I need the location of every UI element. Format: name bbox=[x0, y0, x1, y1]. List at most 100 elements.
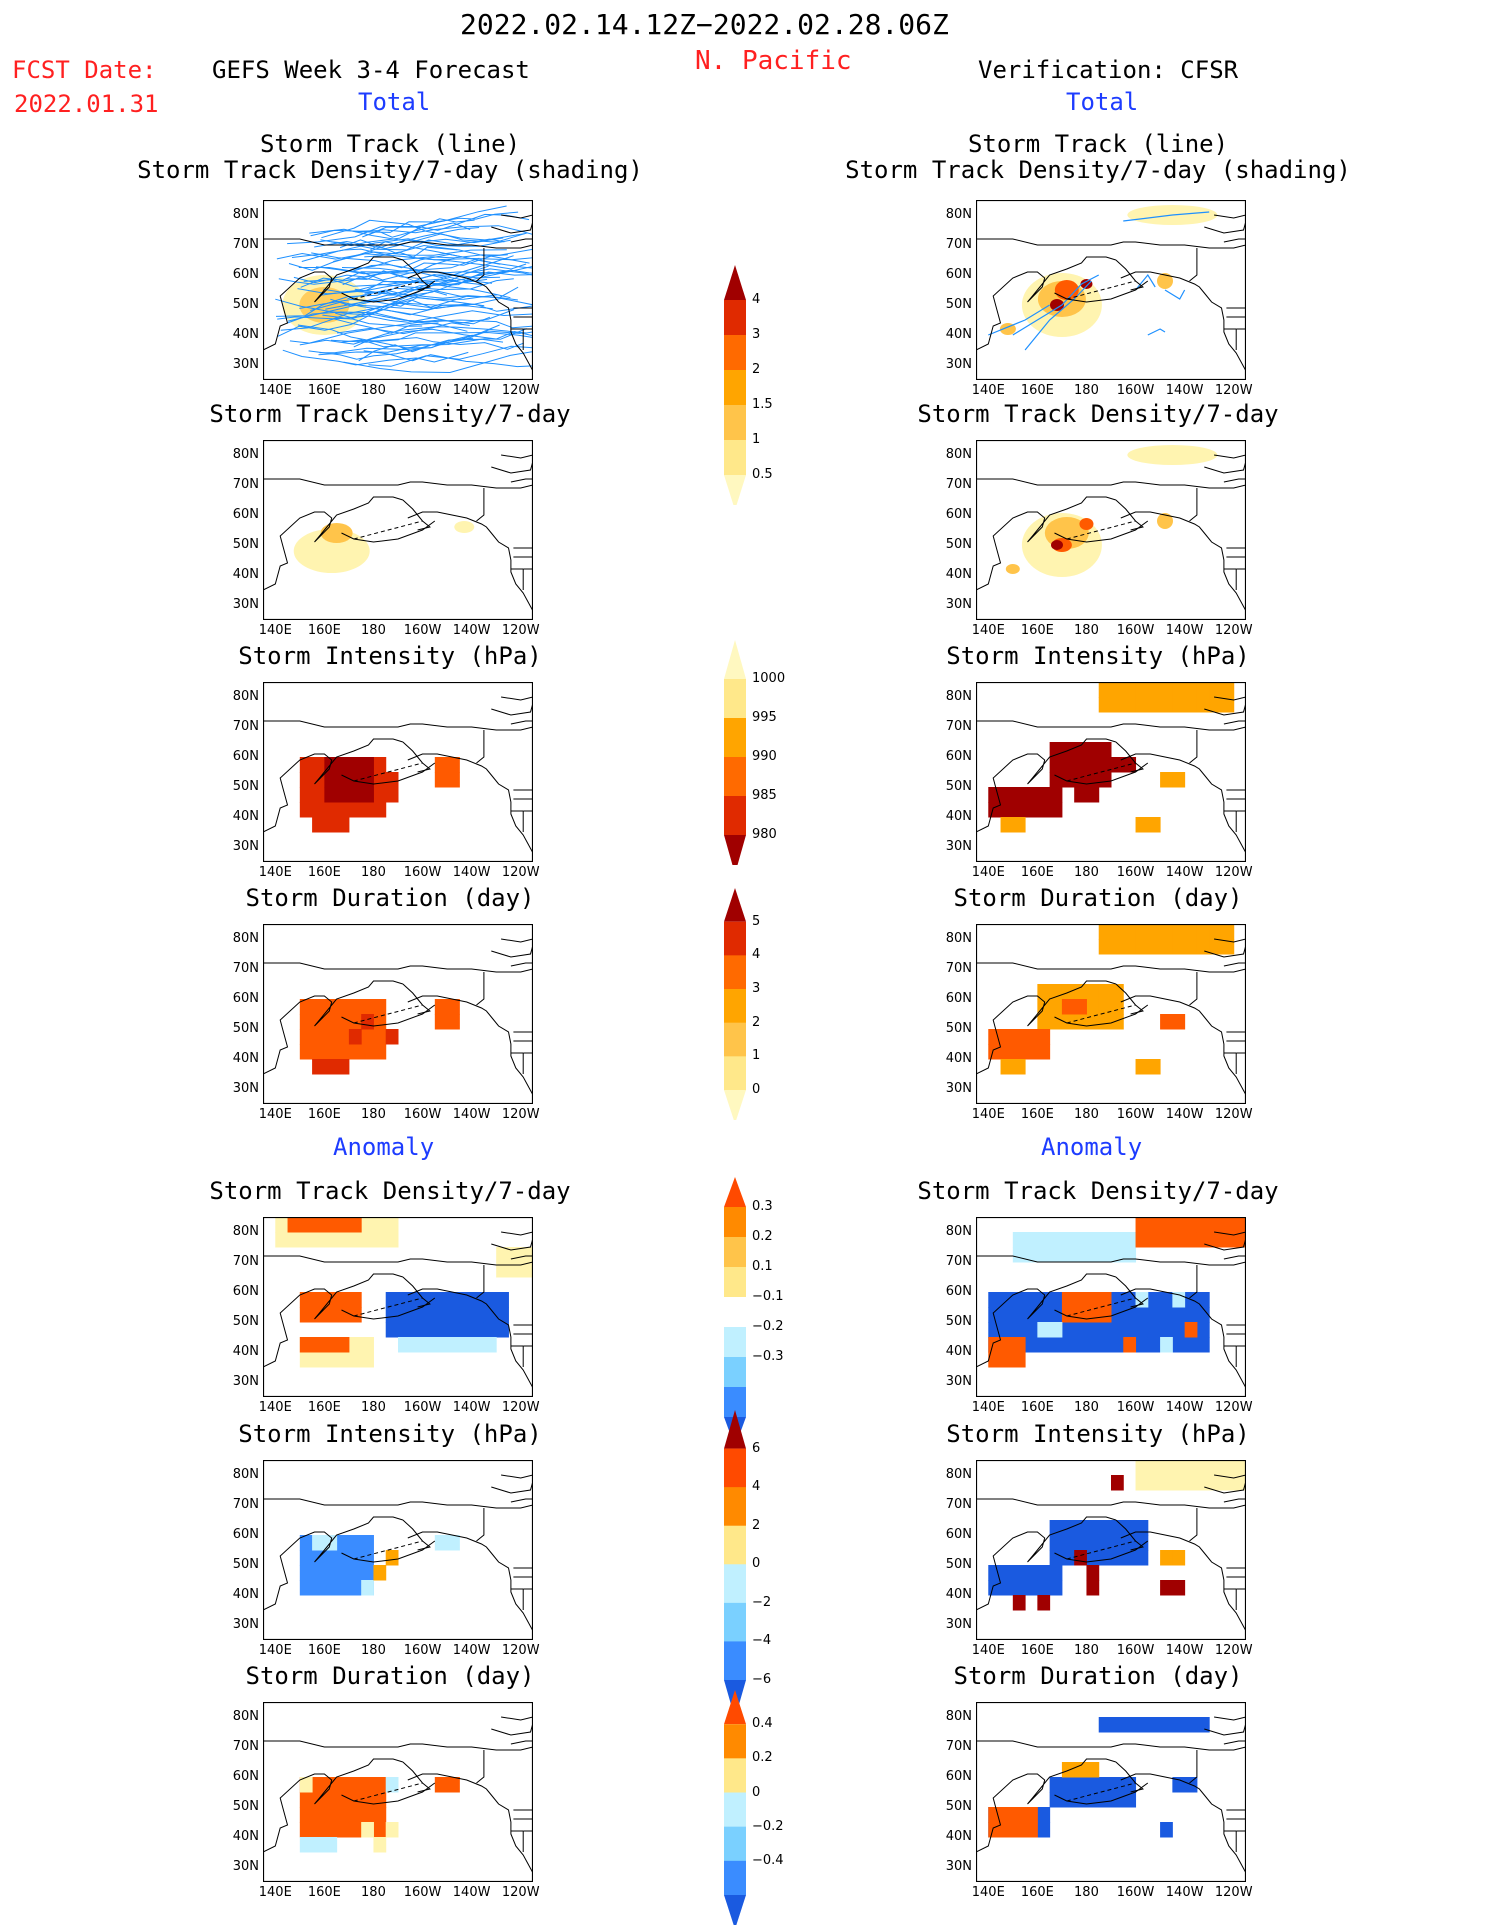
lon-tick-label: 140W bbox=[452, 1107, 491, 1122]
storm-track-line bbox=[277, 302, 469, 337]
colorbar-tick-label: −6 bbox=[752, 1672, 772, 1687]
lat-tick-label: 70N bbox=[945, 237, 972, 252]
right-anom-intensity-title: Storm Intensity (hPa) bbox=[946, 1420, 1250, 1448]
lat-tick-label: 40N bbox=[945, 1344, 972, 1359]
lat-tick-label: 80N bbox=[232, 931, 259, 946]
lat-tick-label: 50N bbox=[232, 297, 259, 312]
lon-tick-label: 140W bbox=[452, 865, 491, 880]
right-anom-density-title: Storm Track Density/7-day bbox=[917, 1177, 1279, 1205]
lat-tick-label: 80N bbox=[232, 1709, 259, 1724]
lon-tick-label: 180 bbox=[361, 1885, 386, 1900]
lat-tick-label: 80N bbox=[232, 689, 259, 704]
fcst-label: FCST Date: bbox=[12, 56, 157, 84]
lat-tick-label: 70N bbox=[232, 477, 259, 492]
lat-tick-label: 50N bbox=[945, 537, 972, 552]
colorbar-swatch bbox=[724, 835, 746, 874]
storm-track-line bbox=[316, 266, 501, 279]
storm-track-line bbox=[344, 303, 533, 312]
storm-track-line bbox=[288, 227, 480, 271]
lon-tick-label: 180 bbox=[1074, 1643, 1099, 1658]
colorbar-tick-label: 4 bbox=[752, 947, 761, 963]
colorbar-swatch bbox=[724, 1448, 746, 1488]
left-duration-title: Storm Duration (day) bbox=[245, 884, 535, 912]
colorbar-swatch bbox=[724, 1327, 746, 1358]
left-anom-intensity-title: Storm Intensity (hPa) bbox=[238, 1420, 542, 1448]
lat-tick-label: 70N bbox=[232, 961, 259, 976]
colorbar-swatch bbox=[724, 300, 746, 336]
lon-tick-label: 160W bbox=[1116, 865, 1155, 880]
shading-layer bbox=[299, 1535, 460, 1596]
colorbar-swatch bbox=[724, 1297, 746, 1328]
lon-tick-label: 180 bbox=[1074, 1885, 1099, 1900]
forecast-intensity-map bbox=[263, 682, 533, 862]
lon-tick-label: 160E bbox=[307, 1885, 341, 1900]
colorbar-tick-label: 5 bbox=[752, 913, 761, 929]
lon-tick-label: 160E bbox=[1020, 383, 1054, 398]
lon-tick-label: 180 bbox=[361, 1107, 386, 1122]
lon-tick-label: 120W bbox=[1214, 1643, 1253, 1658]
lon-tick-label: 160W bbox=[403, 1400, 442, 1415]
lon-tick-label: 160E bbox=[1020, 1885, 1054, 1900]
lat-tick-label: 30N bbox=[945, 1374, 972, 1389]
colorbar-tick-label: 0.2 bbox=[752, 1229, 773, 1244]
lon-tick-label: 140W bbox=[1165, 1885, 1204, 1900]
lat-tick-label: 40N bbox=[232, 1344, 259, 1359]
storm-track-line bbox=[293, 257, 455, 284]
colorbar-intensity bbox=[720, 640, 750, 874]
left-track-title-2: Storm Track Density/7-day (shading) bbox=[137, 156, 643, 184]
storm-track-line bbox=[275, 287, 448, 317]
lat-tick-label: 40N bbox=[232, 567, 259, 582]
lat-tick-label: 30N bbox=[232, 357, 259, 372]
colorbar-anom_density bbox=[720, 1177, 750, 1451]
lat-tick-label: 60N bbox=[232, 749, 259, 764]
lat-tick-label: 70N bbox=[232, 719, 259, 734]
coastline-layer bbox=[263, 1474, 533, 1632]
lat-tick-label: 30N bbox=[945, 1617, 972, 1632]
lat-tick-label: 60N bbox=[232, 991, 259, 1006]
lon-tick-label: 160W bbox=[403, 623, 442, 638]
lon-tick-label: 160E bbox=[1020, 865, 1054, 880]
lat-tick-label: 30N bbox=[232, 1374, 259, 1389]
lat-tick-label: 40N bbox=[945, 327, 972, 342]
shading-layer bbox=[275, 205, 533, 374]
coastline-layer bbox=[263, 214, 533, 372]
forecast-anom-density-map bbox=[263, 1217, 533, 1397]
lon-tick-label: 140E bbox=[258, 865, 292, 880]
shading-layer bbox=[988, 1217, 1246, 1368]
lat-tick-label: 50N bbox=[945, 1799, 972, 1814]
colorbar-swatch bbox=[724, 1177, 746, 1207]
lat-tick-label: 60N bbox=[945, 1284, 972, 1299]
storm-track-line bbox=[314, 232, 528, 250]
colorbar-tick-label: 0.3 bbox=[752, 1199, 773, 1214]
coastline-layer bbox=[263, 696, 533, 854]
lat-tick-label: 50N bbox=[945, 1557, 972, 1572]
colorbar-tick-label: 3 bbox=[752, 327, 761, 342]
colorbar-swatch bbox=[724, 1056, 746, 1091]
forecast-track-map bbox=[263, 200, 533, 380]
lon-tick-label: 140W bbox=[1165, 383, 1204, 398]
forecast-total-label: Total bbox=[358, 88, 431, 116]
lon-tick-label: 180 bbox=[1074, 623, 1099, 638]
colorbar-swatch bbox=[724, 989, 746, 1024]
shading-layer bbox=[988, 205, 1218, 351]
lat-tick-label: 70N bbox=[232, 237, 259, 252]
lon-tick-label: 160E bbox=[1020, 1400, 1054, 1415]
lon-tick-label: 140E bbox=[258, 1643, 292, 1658]
lat-tick-label: 60N bbox=[232, 507, 259, 522]
lat-tick-label: 60N bbox=[232, 1284, 259, 1299]
storm-track-line bbox=[1123, 211, 1210, 222]
storm-track-line bbox=[358, 330, 521, 362]
lat-tick-label: 50N bbox=[232, 1021, 259, 1036]
lon-tick-label: 140W bbox=[1165, 865, 1204, 880]
verification-anom-density-map bbox=[976, 1217, 1246, 1397]
colorbar-swatch bbox=[724, 1207, 746, 1238]
lat-tick-label: 50N bbox=[232, 537, 259, 552]
storm-track-line bbox=[287, 205, 507, 245]
coastline-layer bbox=[976, 1231, 1246, 1389]
lat-tick-label: 40N bbox=[945, 567, 972, 582]
lon-tick-label: 120W bbox=[1214, 1400, 1253, 1415]
colorbar-tick-label: 6 bbox=[752, 1440, 761, 1456]
lon-tick-label: 160E bbox=[307, 1643, 341, 1658]
colorbar-swatch bbox=[724, 640, 746, 679]
storm-track-line bbox=[347, 271, 533, 300]
